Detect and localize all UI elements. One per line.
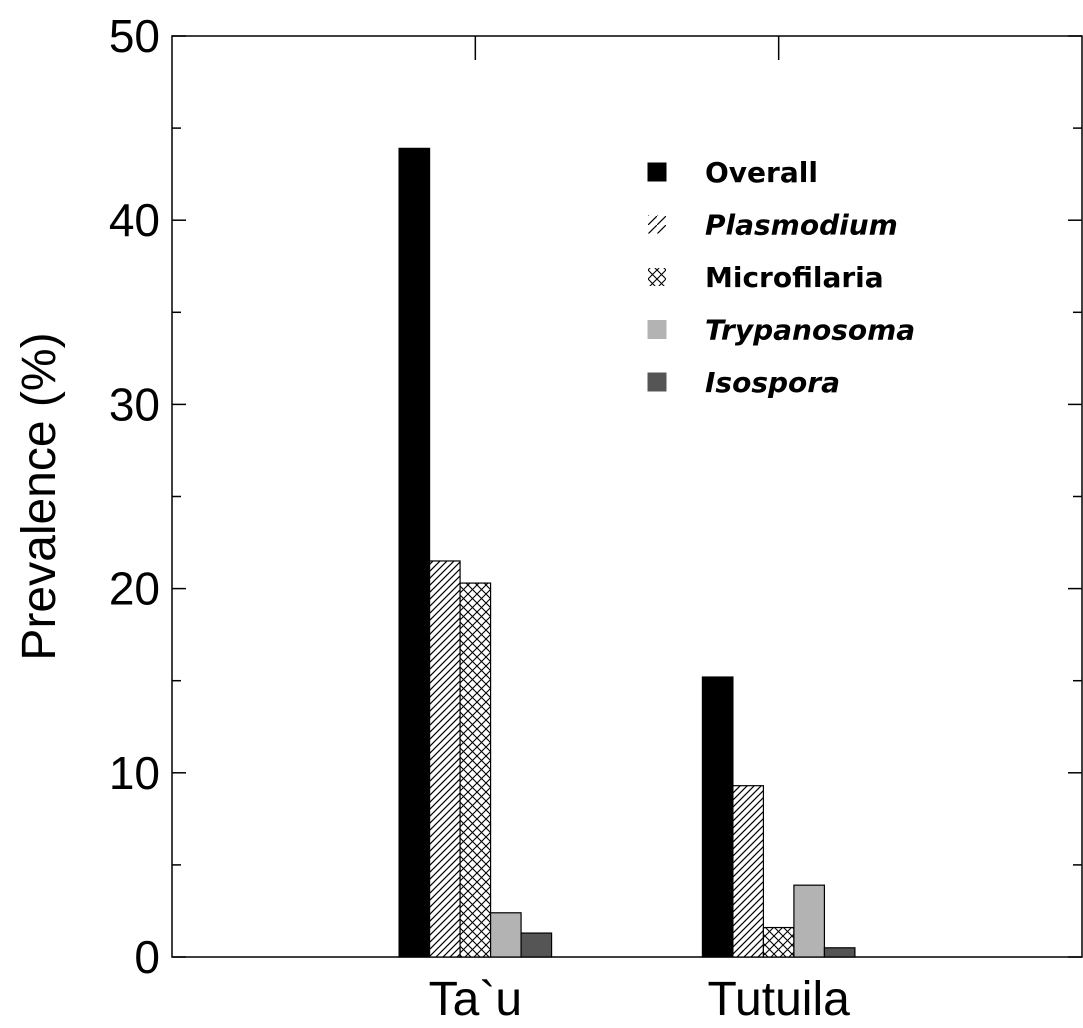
bar-isospora <box>823 947 856 958</box>
legend-label-microfilaria: Microfilaria <box>705 261 884 294</box>
plot-frame <box>171 35 1083 958</box>
y-tick-label: 0 <box>134 931 160 983</box>
y-axis-label: Prevalence (%) <box>13 332 66 660</box>
legend: Overall Plasmodium Microfilaria Trypanosoma… <box>647 156 915 399</box>
bar-trypanosoma <box>793 884 826 958</box>
y-tick-label: 10 <box>109 747 160 799</box>
bars <box>398 147 856 958</box>
y-tick-label: 40 <box>109 194 160 246</box>
legend-swatch-plasmodium <box>648 215 666 234</box>
bar-plasmodium <box>732 785 765 958</box>
bar-overall <box>701 676 734 958</box>
legend-label-trypanosoma: Trypanosoma <box>705 314 915 347</box>
bar-trypanosoma <box>489 912 522 958</box>
legend-swatch-trypanosoma <box>647 320 667 339</box>
x-category-label: Tutuila <box>708 973 851 1026</box>
bar-isospora <box>520 932 553 958</box>
legend-swatch-overall <box>647 162 667 182</box>
legend-label-overall: Overall <box>705 156 818 189</box>
x-category-label: Ta`u <box>429 973 522 1026</box>
legend-label-isospora: Isospora <box>705 366 840 399</box>
bar-plasmodium <box>428 560 461 958</box>
legend-swatch-microfilaria <box>648 268 666 286</box>
x-axis: Ta`u Tutuila <box>429 36 850 1026</box>
y-tick-label: 30 <box>109 378 160 430</box>
bar-overall <box>398 147 431 958</box>
y-axis: 0 10 20 30 40 50 <box>109 10 1082 983</box>
legend-swatch-isospora <box>647 372 667 392</box>
bar-microfilaria <box>459 582 492 958</box>
y-tick-label: 50 <box>109 10 160 62</box>
plot-border <box>171 35 1083 958</box>
bar-microfilaria <box>762 926 795 958</box>
y-tick-label: 20 <box>109 563 160 615</box>
legend-label-plasmodium: Plasmodium <box>705 209 898 242</box>
